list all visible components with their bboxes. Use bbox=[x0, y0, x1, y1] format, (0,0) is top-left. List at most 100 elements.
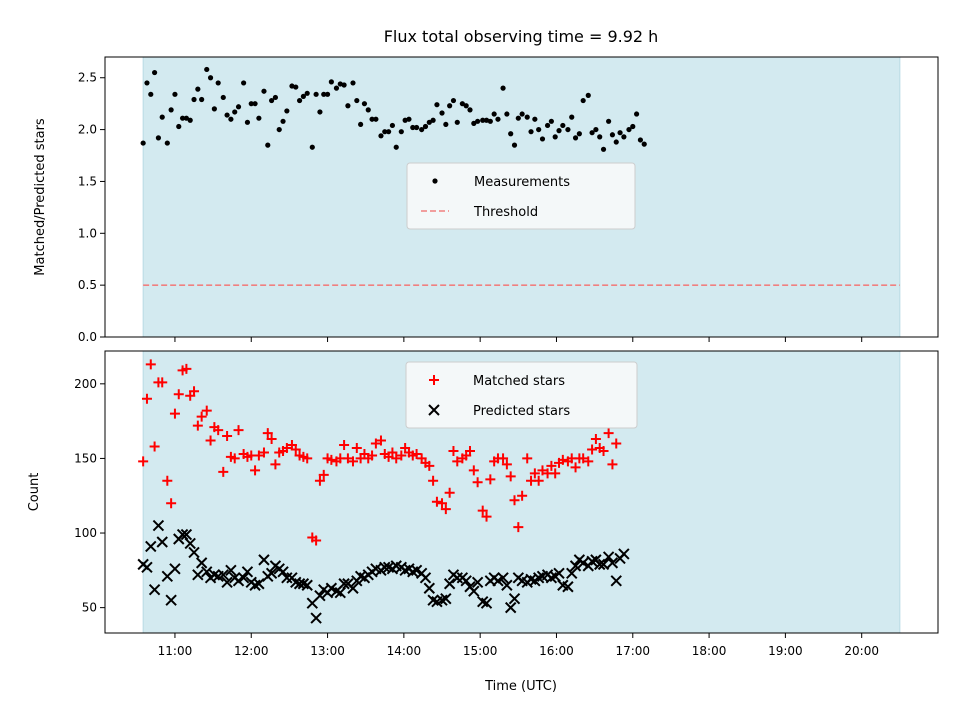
measurement-point bbox=[248, 101, 254, 107]
matched-point bbox=[537, 465, 548, 476]
matched-point bbox=[162, 475, 173, 486]
measurement-point bbox=[328, 79, 334, 85]
measurement-point bbox=[204, 66, 210, 73]
measurement-point bbox=[373, 116, 379, 122]
predicted-point bbox=[460, 575, 472, 587]
predicted-point bbox=[501, 579, 513, 591]
measurement-point bbox=[199, 96, 205, 103]
measurement-point bbox=[159, 114, 165, 120]
measurement-point bbox=[235, 104, 242, 110]
measurement-point bbox=[519, 111, 525, 117]
legend-predicted-swatch bbox=[428, 404, 440, 416]
measurement-point bbox=[304, 90, 310, 96]
matched-point bbox=[213, 425, 224, 436]
measurement-point bbox=[313, 91, 319, 97]
matched-point bbox=[578, 453, 589, 464]
legend-entry-label: Predicted stars bbox=[473, 404, 570, 419]
measurement-point bbox=[593, 126, 599, 133]
x-tick-label: 17:00 bbox=[615, 644, 650, 658]
matched-point bbox=[411, 448, 422, 459]
measurement-point bbox=[487, 118, 493, 124]
matched-point bbox=[375, 435, 386, 446]
measurement-point bbox=[565, 126, 571, 133]
measurement-point bbox=[447, 103, 453, 109]
measurement-point bbox=[265, 142, 271, 148]
matched-point bbox=[557, 454, 568, 465]
measurement-point bbox=[151, 69, 158, 76]
measurement-point bbox=[606, 118, 612, 124]
predicted-point bbox=[553, 567, 565, 580]
measurement-point bbox=[284, 108, 290, 114]
matched-point bbox=[258, 447, 269, 458]
legend-box bbox=[405, 361, 638, 429]
measurement-point bbox=[378, 133, 384, 139]
measurement-point bbox=[443, 121, 449, 128]
matched-point bbox=[391, 453, 402, 464]
measurement-point bbox=[597, 134, 603, 140]
measurement-point bbox=[633, 111, 640, 117]
measurement-point bbox=[300, 93, 306, 100]
count-panel: 11:00 12:00 13:00 14:00 15:00 16:00 17:00 18:00… bbox=[74, 350, 939, 658]
matched-point bbox=[302, 453, 313, 464]
bottom-y-axis-label: Count bbox=[27, 473, 42, 512]
y-tick-label: 2.0 bbox=[78, 123, 97, 137]
matched-point bbox=[509, 495, 520, 506]
measurement-point bbox=[585, 92, 591, 98]
predicted-point bbox=[192, 569, 204, 581]
measurement-point bbox=[256, 115, 262, 121]
predicted-point bbox=[301, 579, 313, 591]
measurement-point bbox=[324, 91, 331, 97]
predicted-point bbox=[347, 582, 359, 594]
measurement-point bbox=[365, 107, 371, 113]
measurement-point bbox=[544, 122, 551, 129]
matched-point bbox=[598, 445, 609, 456]
predicted-point bbox=[569, 560, 582, 572]
measurement-point bbox=[524, 114, 530, 120]
matched-point bbox=[173, 389, 184, 400]
measurement-point bbox=[459, 101, 465, 107]
legend-entry-label: Measurements bbox=[474, 175, 570, 190]
predicted-point bbox=[281, 572, 293, 584]
matched-point bbox=[424, 460, 435, 471]
matched-point bbox=[149, 441, 160, 452]
predicted-point bbox=[156, 536, 168, 548]
measurement-point bbox=[333, 85, 340, 91]
x-tick-label: 18:00 bbox=[692, 644, 727, 658]
y-tick-label: 200 bbox=[74, 377, 97, 391]
matched-point bbox=[342, 453, 353, 464]
measurement-point bbox=[454, 119, 460, 125]
matched-point bbox=[318, 469, 329, 480]
measurement-point bbox=[491, 111, 497, 117]
measurement-point bbox=[589, 130, 595, 136]
measurement-point bbox=[398, 129, 404, 135]
matched-point bbox=[181, 363, 192, 374]
axes-frame bbox=[104, 56, 939, 338]
matched-point bbox=[270, 459, 281, 470]
matched-point bbox=[437, 498, 448, 509]
predicted-point bbox=[165, 594, 177, 606]
matched-point bbox=[201, 405, 212, 416]
predicted-point bbox=[241, 566, 254, 578]
predicted-point bbox=[443, 578, 456, 590]
measurement-point bbox=[179, 115, 186, 121]
predicted-point bbox=[152, 519, 165, 532]
matched-point bbox=[138, 456, 149, 467]
predicted-point bbox=[141, 561, 153, 574]
matched-point bbox=[281, 442, 292, 453]
measurement-point bbox=[272, 94, 279, 101]
measurement-point bbox=[354, 97, 360, 104]
matched-point bbox=[481, 511, 492, 522]
measurement-point bbox=[536, 126, 542, 133]
matched-point bbox=[222, 431, 233, 442]
predicted-point bbox=[423, 582, 436, 594]
matched-point bbox=[253, 450, 264, 461]
measurement-point bbox=[144, 80, 150, 86]
measurement-point bbox=[552, 134, 558, 140]
matched-point bbox=[533, 475, 544, 486]
matched-point bbox=[546, 460, 557, 471]
measurement-point bbox=[172, 91, 178, 97]
measurement-point bbox=[426, 119, 432, 125]
matched-point bbox=[387, 447, 398, 458]
measurement-point bbox=[539, 136, 546, 142]
